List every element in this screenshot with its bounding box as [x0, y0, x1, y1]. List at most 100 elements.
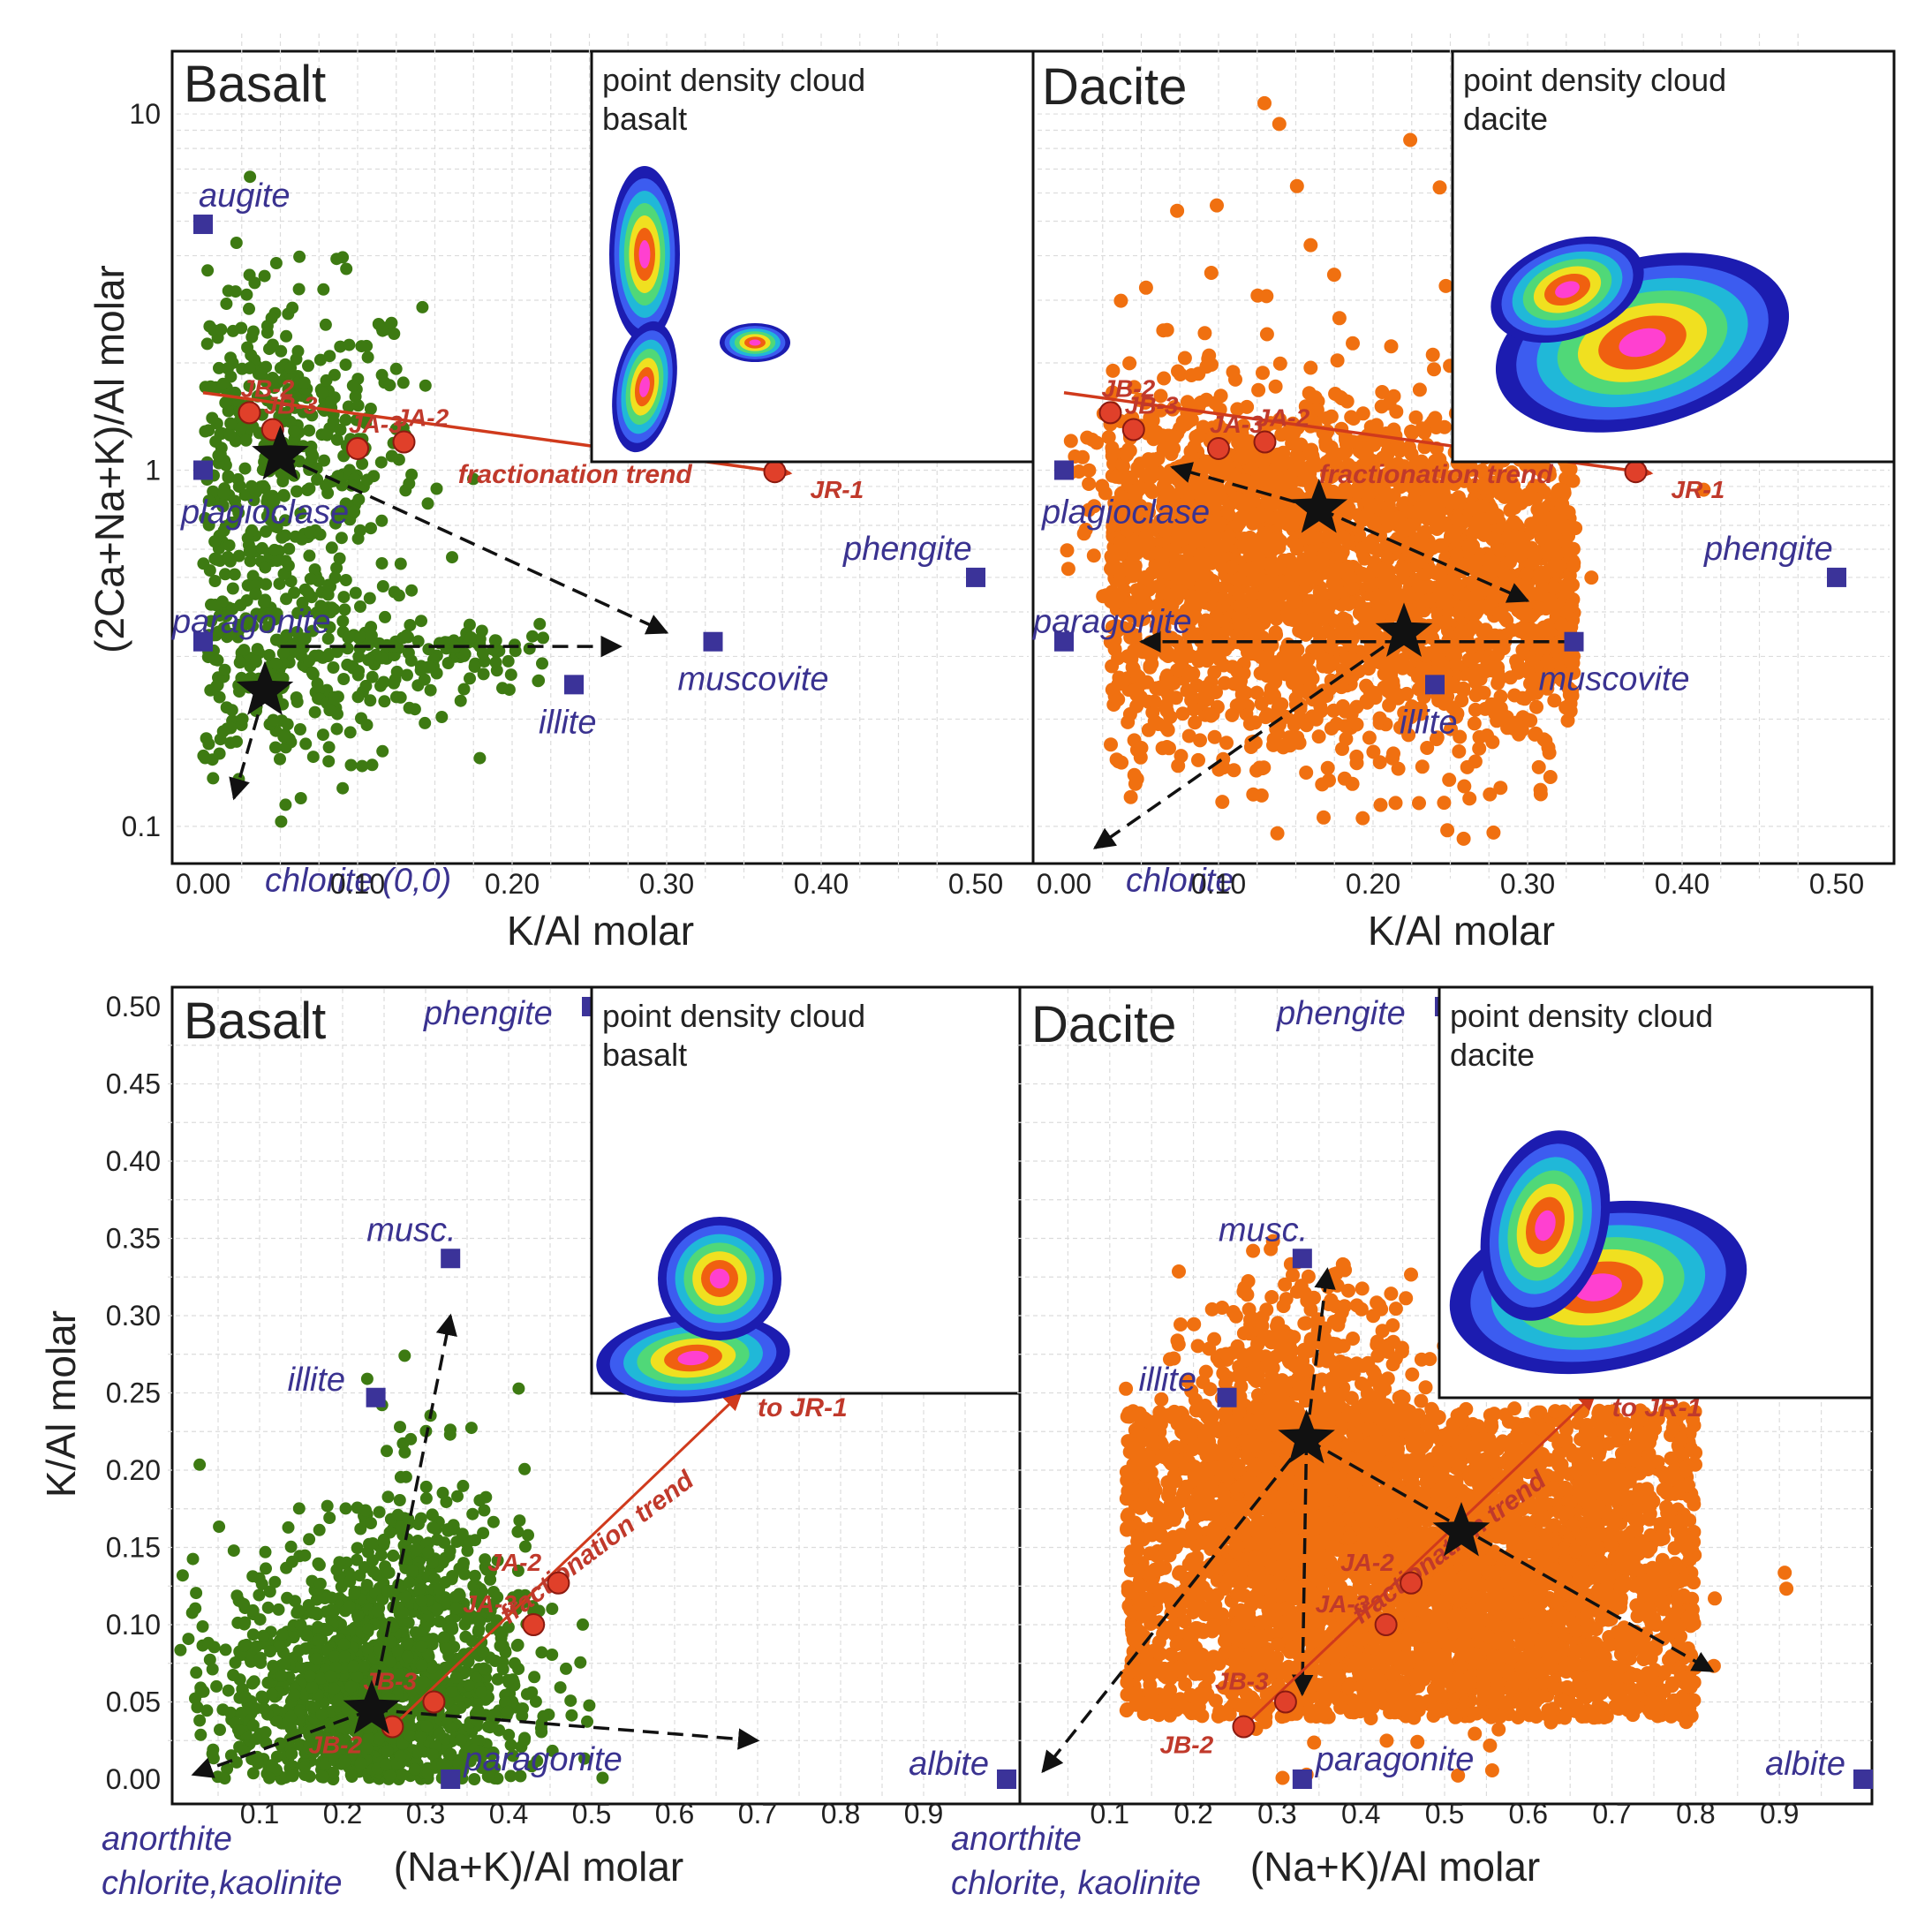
data-point: [1285, 475, 1300, 490]
data-point: [217, 487, 230, 500]
data-point: [1477, 523, 1492, 538]
data-point: [1225, 560, 1239, 575]
data-point: [1452, 744, 1467, 758]
sample-label: JR-1: [811, 476, 864, 503]
data-point: [215, 323, 228, 336]
data-point: [259, 1545, 272, 1558]
data-point: [1128, 564, 1143, 579]
data-point: [1294, 560, 1309, 575]
data-point: [416, 300, 429, 313]
data-point: [303, 424, 316, 437]
data-point: [1219, 538, 1234, 553]
data-point: [1113, 293, 1128, 308]
inset-title: dacite: [1463, 101, 1548, 137]
mineral-label: plagioclase: [1041, 494, 1210, 531]
data-point: [268, 543, 281, 556]
data-point: [1096, 589, 1111, 604]
data-point: [1362, 661, 1376, 676]
data-point: [1317, 810, 1331, 825]
data-point: [1188, 715, 1203, 730]
data-point: [378, 695, 391, 708]
data-point: [1385, 687, 1400, 702]
data-point: [241, 341, 254, 354]
data-point: [243, 361, 256, 374]
data-point: [219, 396, 232, 410]
data-point: [238, 462, 252, 475]
data-point: [1422, 593, 1436, 608]
data-point: [1114, 755, 1129, 770]
data-point: [272, 1603, 285, 1616]
data-point: [336, 251, 350, 264]
data-point: [1257, 95, 1272, 110]
data-point: [1133, 750, 1148, 765]
data-point: [366, 670, 379, 683]
data-point: [343, 464, 356, 477]
data-point: [441, 657, 455, 669]
data-point: [446, 551, 458, 564]
data-point: [564, 1694, 577, 1708]
data-point: [227, 1669, 240, 1681]
data-point: [1104, 737, 1118, 752]
data-point: [1415, 661, 1430, 676]
data-point: [233, 685, 245, 698]
trend-arrow: [279, 454, 669, 635]
data-point: [1558, 700, 1574, 715]
data-point: [1283, 648, 1298, 663]
data-point: [277, 730, 291, 743]
data-point: [259, 561, 272, 574]
data-point: [231, 472, 245, 486]
data-point: [210, 679, 223, 692]
data-point: [229, 494, 241, 508]
data-point: [502, 683, 516, 697]
data-point: [457, 683, 471, 696]
data-point: [243, 380, 256, 393]
data-point: [338, 603, 351, 616]
x-tick-label: 0.10: [1191, 868, 1246, 900]
sample-point: [1121, 418, 1145, 441]
data-point: [190, 1587, 203, 1600]
data-point: [1437, 796, 1452, 811]
data-point: [328, 571, 342, 585]
data-point: [303, 549, 316, 562]
data-point: [403, 477, 416, 490]
data-point: [339, 358, 352, 371]
data-point: [1060, 562, 1075, 577]
y-tick-label: 1: [145, 454, 161, 486]
data-point: [1442, 773, 1457, 788]
data-point: [1457, 587, 1472, 602]
data-point: [473, 632, 487, 645]
data-point: [219, 568, 231, 581]
data-point: [233, 656, 246, 669]
data-point: [1438, 278, 1453, 293]
data-point: [288, 425, 301, 438]
data-point: [1257, 760, 1272, 775]
data-point: [577, 1618, 589, 1631]
data-point: [1063, 434, 1078, 449]
sample-label: JB-3: [264, 392, 318, 419]
data-point: [430, 482, 443, 495]
data-point: [246, 1603, 260, 1617]
data-point: [1197, 326, 1212, 341]
data-point: [374, 679, 387, 692]
data-point: [1166, 566, 1180, 581]
density-contour: [749, 339, 761, 346]
data-point: [1355, 406, 1370, 421]
data-point: [454, 694, 467, 707]
data-point: [1247, 512, 1262, 527]
data-point: [1349, 717, 1364, 732]
data-point: [394, 690, 407, 704]
data-point: [1412, 796, 1426, 811]
data-point: [294, 507, 307, 520]
data-point: [1425, 347, 1440, 362]
data-point: [1247, 573, 1262, 588]
mineral-label: illite: [1400, 704, 1457, 741]
data-point: [405, 584, 419, 597]
data-point: [1420, 741, 1435, 755]
data-point: [1470, 685, 1485, 700]
sample-label: JA-3: [349, 411, 403, 438]
data-point: [243, 268, 256, 282]
y-tick-label: 0.1: [122, 811, 161, 842]
data-point: [359, 679, 373, 692]
data-point: [316, 728, 329, 742]
